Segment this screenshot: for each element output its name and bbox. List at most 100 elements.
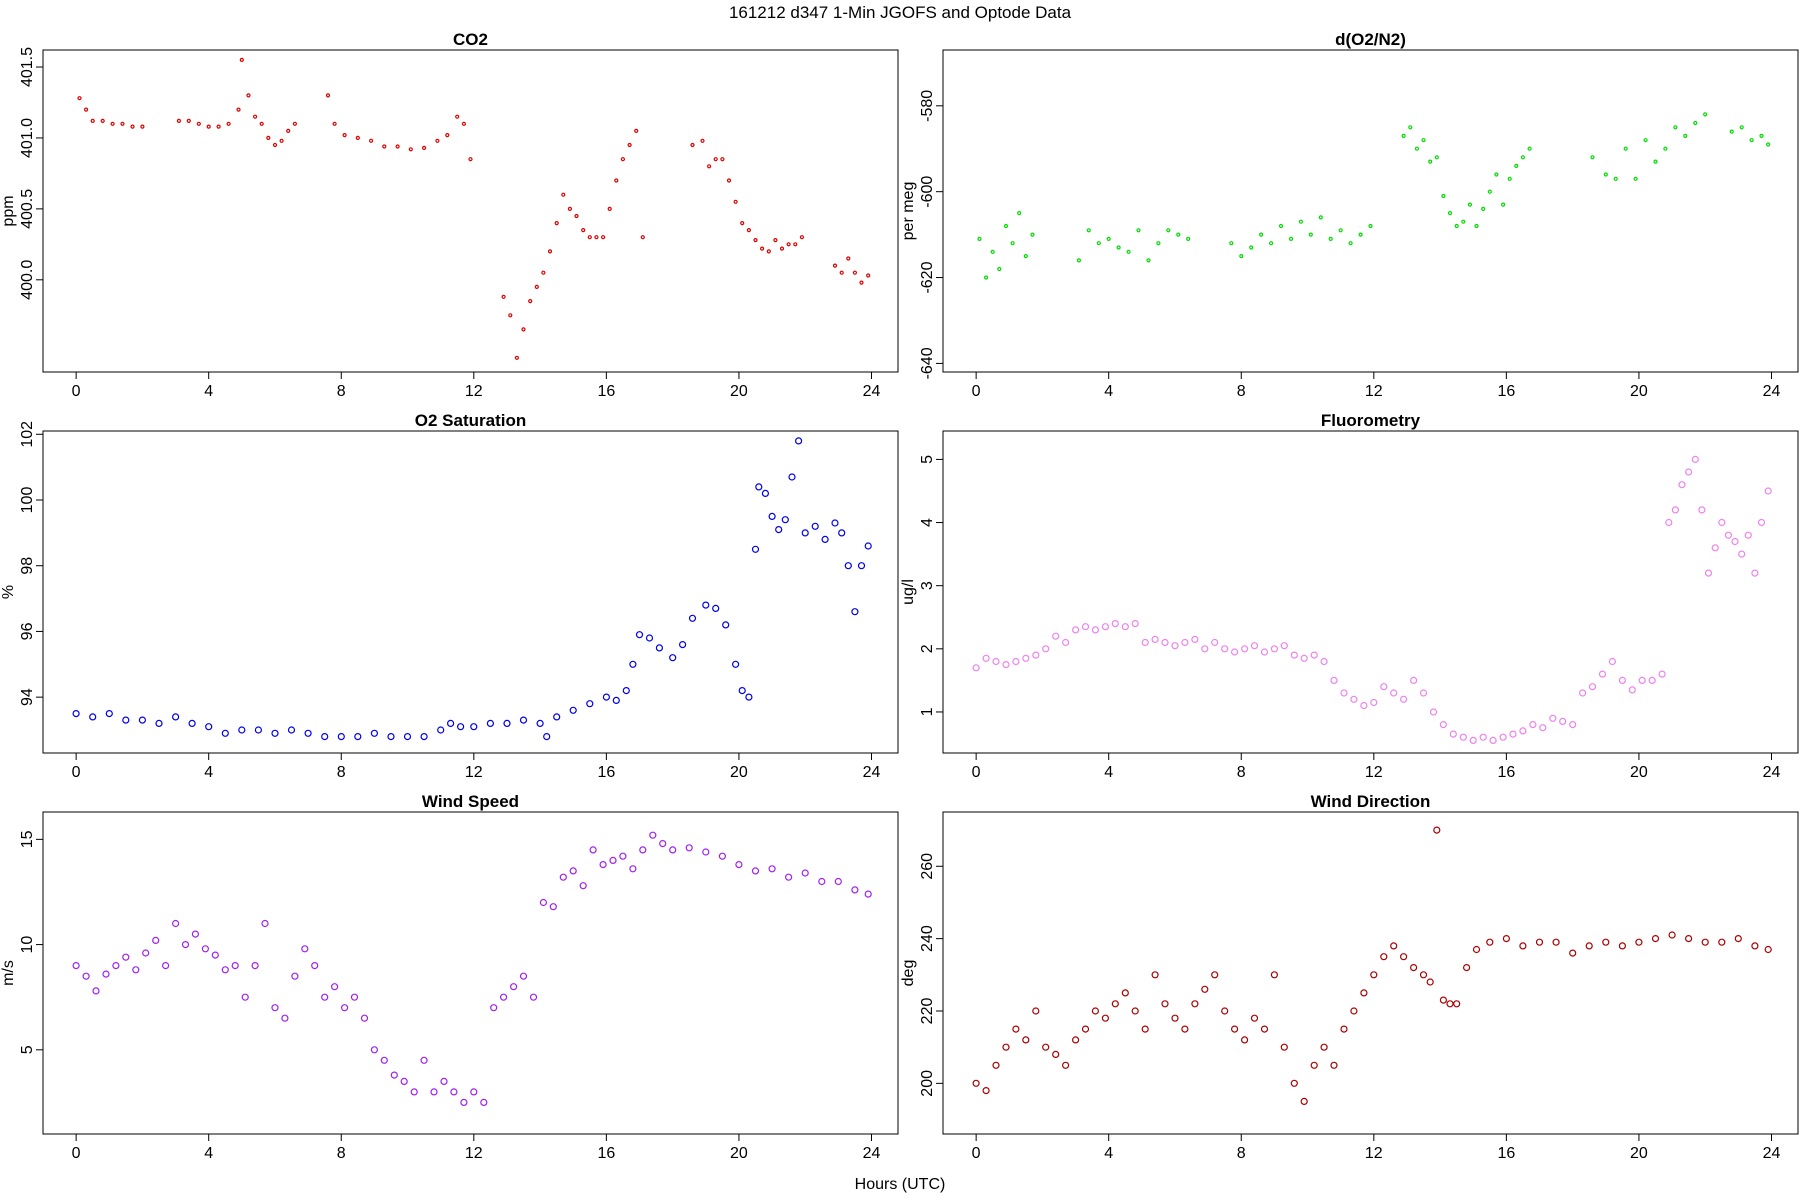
co2-data-point	[395, 144, 400, 149]
co2-data-point	[369, 138, 374, 143]
co2-data-point	[620, 157, 626, 162]
winddir-x-tick-label: 0	[972, 1145, 981, 1162]
windspeed-data-point	[510, 983, 518, 991]
o2sat-data-point	[702, 601, 710, 609]
o2sat-data-point	[370, 729, 378, 737]
windspeed-data-point	[301, 945, 309, 953]
do2n2-data-point	[1739, 125, 1744, 130]
winddir-data-point	[1012, 1025, 1020, 1033]
windspeed-data-point	[400, 1077, 408, 1085]
co2-data-point	[286, 128, 291, 134]
windspeed-data-point	[718, 852, 727, 860]
winddir-data-point	[972, 1079, 980, 1087]
o2sat-data-point	[688, 614, 697, 622]
fluorometry-data-point	[1201, 645, 1209, 653]
winddir-data-point	[1380, 953, 1388, 961]
o2sat-data-point	[811, 522, 819, 530]
windspeed-data-point	[72, 962, 80, 970]
co2-data-point	[766, 249, 771, 254]
co2-data-point	[246, 93, 251, 98]
co2-title: CO2	[453, 30, 488, 49]
co2-data-point	[83, 107, 89, 112]
do2n2-x-tick-label: 16	[1497, 383, 1515, 400]
o2sat-y-tick-label: 98	[19, 557, 36, 575]
winddir-data-point	[1552, 938, 1560, 946]
winddir-data-point	[1718, 938, 1726, 946]
o2sat-x-tick-label: 16	[597, 764, 615, 781]
fluorometry-data-point	[1429, 708, 1438, 716]
fluorometry-data-point	[1678, 481, 1686, 489]
o2sat-x-tick-label: 24	[863, 764, 881, 781]
winddir-data-point	[1535, 938, 1544, 946]
do2n2-data-point	[1653, 159, 1658, 164]
fluorometry-y-tick-label: 4	[919, 518, 936, 527]
winddir-x-tick-label: 12	[1365, 1145, 1383, 1162]
co2-data-point	[110, 121, 115, 126]
windspeed-data-point	[549, 903, 557, 911]
windspeed-data-point	[559, 873, 567, 881]
winddir-data-point	[1151, 971, 1159, 979]
fluorometry-data-point	[1042, 645, 1050, 653]
fluorometry-data-point	[1221, 645, 1229, 653]
co2-data-point	[355, 135, 360, 141]
fluorometry-data-point	[1151, 635, 1159, 643]
co2-data-point	[561, 192, 566, 197]
windspeed-y-tick-label: 10	[19, 936, 36, 954]
o2sat-data-point	[788, 473, 796, 481]
do2n2-data-point	[1633, 176, 1638, 181]
o2sat-data-point	[287, 726, 296, 734]
winddir-data-point	[1390, 942, 1398, 950]
fluorometry-data-point	[1638, 676, 1646, 684]
do2n2-data-point	[1494, 172, 1499, 177]
o2sat-data-point	[745, 693, 753, 701]
winddir-data-point	[1042, 1043, 1050, 1051]
fluorometry-data-point	[1410, 676, 1418, 684]
o2sat-data-point	[543, 733, 551, 741]
fluorometry-data-point	[1181, 638, 1189, 647]
do2n2-data-point	[1481, 206, 1486, 211]
co2-data-point	[839, 270, 844, 275]
do2n2-data-point	[1096, 241, 1101, 246]
do2n2-data-point	[1318, 215, 1323, 220]
co2-data-point	[130, 124, 135, 129]
winddir-data-point	[1181, 1025, 1189, 1033]
windspeed-data-point	[470, 1088, 478, 1096]
winddir-title: Wind Direction	[1311, 792, 1431, 811]
do2n2-data-point	[1683, 133, 1688, 139]
o2sat-data-point	[337, 733, 345, 741]
co2-data-point	[501, 294, 506, 299]
do2n2-data-point	[1288, 236, 1294, 241]
winddir-data-point	[1701, 938, 1709, 946]
winddir-data-point	[1270, 971, 1278, 979]
co2-data-point	[279, 138, 284, 143]
fluorometry-y-axis-label: ug/l	[900, 579, 917, 605]
do2n2-data-point	[1766, 142, 1771, 147]
o2sat-y-tick-label: 100	[19, 487, 36, 514]
co2-data-point	[746, 228, 752, 233]
windspeed-data-point	[132, 966, 140, 974]
fluorometry-data-point	[1390, 689, 1398, 697]
co2-data-point	[541, 270, 546, 275]
do2n2-data-point	[1643, 138, 1648, 143]
winddir-data-point	[1091, 1007, 1099, 1015]
do2n2-data-point	[1703, 112, 1708, 117]
winddir-data-point	[1260, 1025, 1269, 1033]
o2sat-data-point	[470, 723, 478, 731]
co2-data-point	[614, 178, 619, 183]
co2-data-point	[461, 121, 466, 126]
winddir-data-point	[1446, 1000, 1454, 1008]
windspeed-x-tick-label: 12	[465, 1145, 483, 1162]
o2sat-data-point	[321, 733, 329, 741]
fluorometry-data-point	[1380, 683, 1388, 691]
fluorometry-data-point	[1032, 651, 1040, 659]
winddir-y-axis-label: deg	[900, 960, 917, 987]
co2-data-point	[253, 114, 258, 119]
winddir-data-point	[1370, 971, 1378, 979]
winddir-data-point	[1618, 942, 1627, 950]
fluorometry-data-point	[1241, 645, 1249, 653]
winddir-data-point	[1764, 945, 1772, 954]
fluorometry-data-point	[1310, 651, 1318, 659]
fluorometry-data-point	[1270, 645, 1278, 653]
fluorometry-data-point	[1665, 518, 1673, 527]
co2-data-point	[455, 114, 460, 119]
